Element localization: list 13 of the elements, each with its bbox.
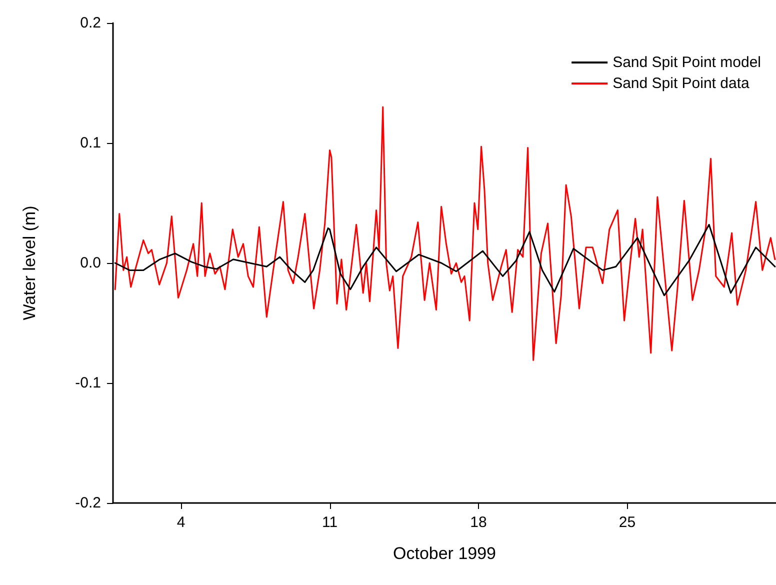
x-tick-label: 25 [618,514,636,531]
legend-label: Sand Spit Point data [612,75,750,92]
x-tick-label: 4 [176,514,186,531]
y-tick-label: 0.2 [80,14,101,32]
x-axis-title: October 1999 [392,544,496,563]
y-tick-label: 0.0 [80,254,101,272]
x-tick-label: 11 [322,514,338,531]
legend-label: Sand Spit Point model [612,54,762,71]
y-axis-title: Water level (m) [20,206,39,320]
x-tick-label: 18 [470,514,487,531]
y-tick-label: 0.1 [80,134,101,152]
y-tick-label: -0.1 [75,374,101,392]
y-tick-label: -0.2 [75,494,101,512]
